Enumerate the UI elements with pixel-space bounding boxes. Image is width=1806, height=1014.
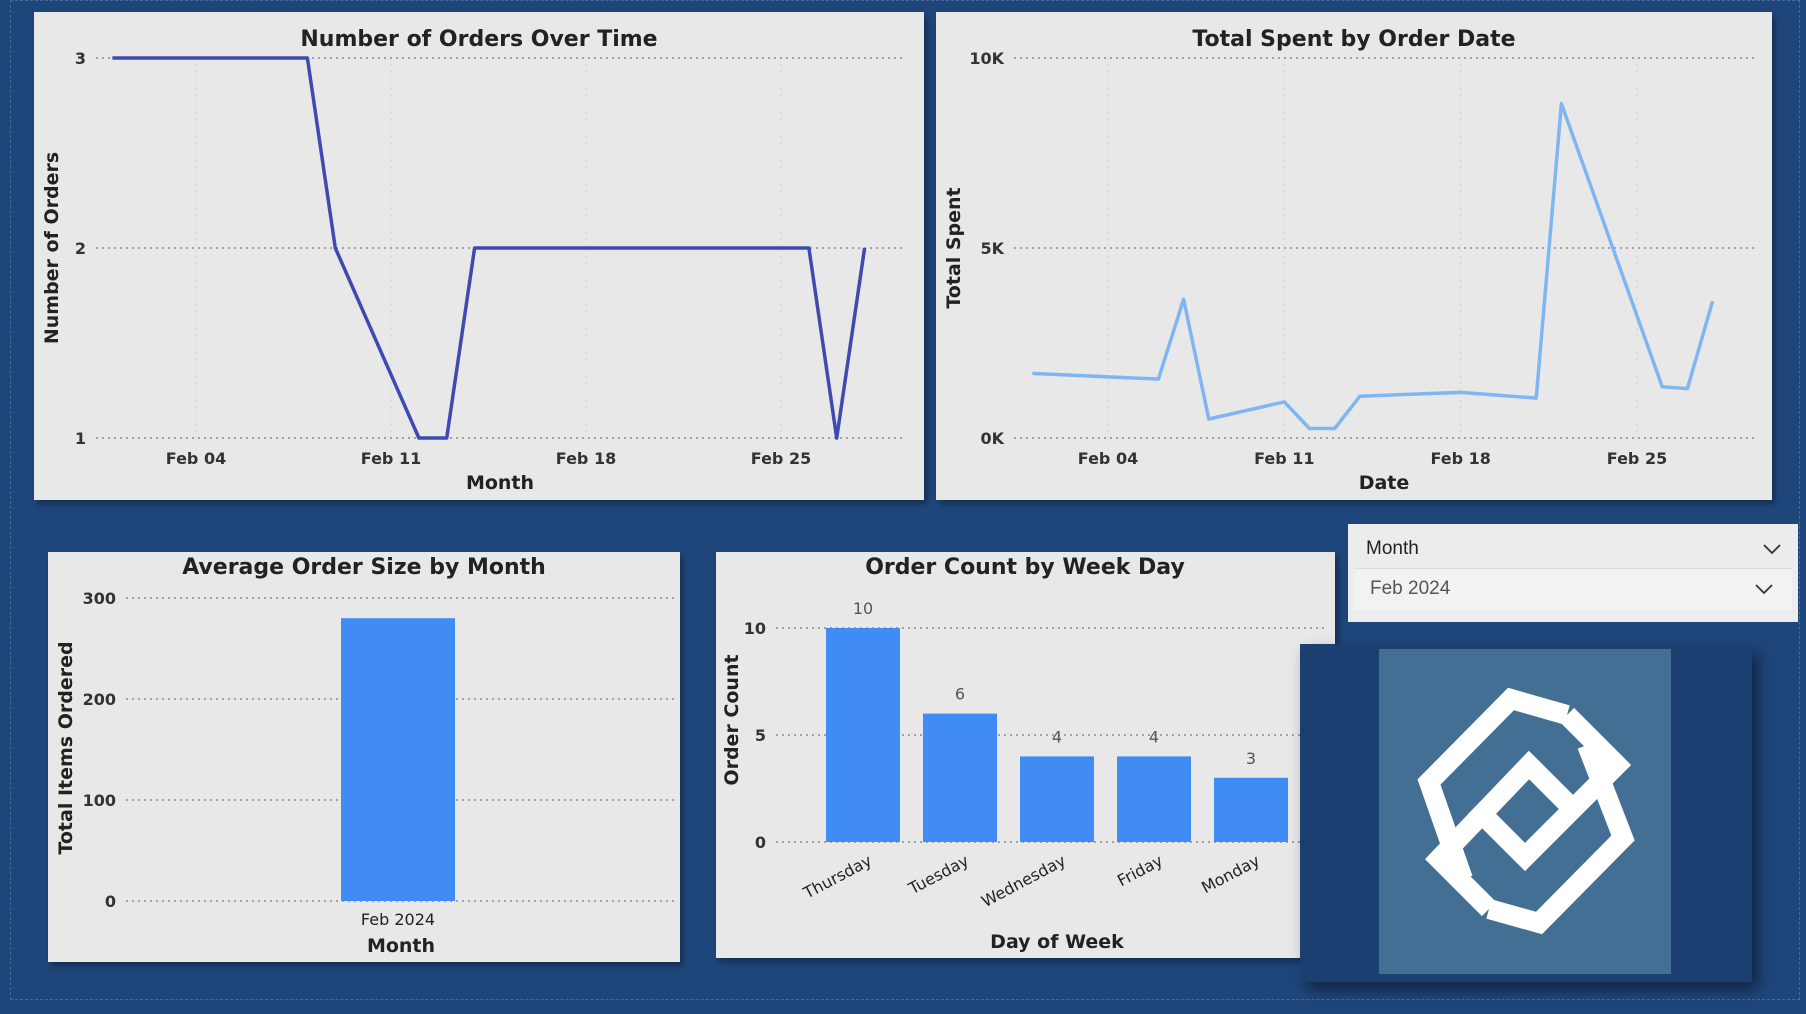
- data-label: 6: [955, 685, 965, 704]
- y-tick-label: 5: [755, 726, 766, 745]
- chart-title: Order Count by Week Day: [865, 555, 1185, 580]
- y-tick-label: 0K: [980, 429, 1004, 448]
- weekday-chart-svg: Order Count by Week Day Day of Week Orde…: [721, 555, 1326, 953]
- spent-chart-svg: Total Spent by Order Date Date Total Spe…: [943, 27, 1754, 494]
- x-tick-label: Feb 04: [1078, 449, 1138, 468]
- x-tick-label: Feb 18: [1430, 449, 1490, 468]
- x-tick-label: Feb 25: [751, 449, 811, 468]
- company-logo: [1379, 649, 1671, 974]
- x-tick-label: Feb 18: [556, 449, 616, 468]
- bar: [341, 618, 455, 901]
- series-line: [1032, 101, 1715, 431]
- y-tick-label: 0: [755, 833, 766, 852]
- series-line: [112, 56, 867, 440]
- slicer-header[interactable]: Month: [1366, 532, 1798, 566]
- x-category-label: Feb 2024: [361, 910, 435, 929]
- x-axis-label: Day of Week: [990, 931, 1124, 953]
- x-tick-label: Feb 25: [1607, 449, 1667, 468]
- x-category-label: Wednesday: [978, 851, 1069, 911]
- x-tick-label: Feb 04: [166, 449, 226, 468]
- x-axis-label: Month: [367, 935, 435, 957]
- bar: [1020, 756, 1094, 842]
- bar: [1117, 756, 1191, 842]
- x-axis-label: Month: [466, 472, 534, 494]
- report-canvas: [10, 0, 1800, 1000]
- chart-title: Average Order Size by Month: [182, 555, 546, 580]
- x-category-label: Friday: [1114, 851, 1166, 891]
- data-label: 4: [1052, 727, 1062, 746]
- y-tick-label: 300: [83, 589, 116, 608]
- y-tick-label: 5K: [980, 239, 1004, 258]
- y-tick-label: 1: [75, 429, 86, 448]
- y-tick-label: 200: [83, 690, 116, 709]
- x-axis-label: Date: [1359, 472, 1410, 494]
- y-tick-label: 2: [75, 239, 86, 258]
- average-order-size-chart[interactable]: Average Order Size by Month Month Total …: [48, 552, 680, 962]
- slicer-label: Month: [1366, 538, 1419, 559]
- data-label: 3: [1246, 749, 1256, 768]
- x-category-label: Thursday: [799, 851, 874, 903]
- chart-title: Number of Orders Over Time: [300, 27, 657, 52]
- orders-over-time-chart[interactable]: Number of Orders Over Time Month Number …: [34, 12, 924, 500]
- chart-title: Total Spent by Order Date: [1192, 27, 1515, 52]
- data-label: 10: [853, 599, 873, 618]
- x-category-label: Monday: [1198, 851, 1263, 897]
- bar: [826, 628, 900, 842]
- y-axis-label: Number of Orders: [41, 152, 63, 344]
- bar: [1214, 777, 1288, 842]
- y-axis-label: Total Spent: [943, 187, 965, 308]
- y-axis-label: Order Count: [721, 654, 743, 785]
- month-slicer[interactable]: Month Feb 2024: [1348, 524, 1798, 622]
- x-tick-label: Feb 11: [1254, 449, 1314, 468]
- total-spent-chart[interactable]: Total Spent by Order Date Date Total Spe…: [936, 12, 1772, 500]
- interlocking-squares-logo-icon: [1417, 687, 1635, 935]
- avg-chart-svg: Average Order Size by Month Month Total …: [55, 555, 676, 957]
- orders-chart-svg: Number of Orders Over Time Month Number …: [41, 27, 902, 494]
- x-category-label: Tuesday: [905, 851, 972, 899]
- order-count-weekday-chart[interactable]: Order Count by Week Day Day of Week Orde…: [716, 552, 1335, 958]
- y-axis-label: Total Items Ordered: [55, 641, 77, 854]
- y-tick-label: 0: [105, 892, 116, 911]
- bar: [923, 713, 997, 842]
- x-tick-label: Feb 11: [361, 449, 421, 468]
- chevron-down-icon[interactable]: [1754, 569, 1774, 609]
- month-dropdown-value: Feb 2024: [1370, 578, 1451, 599]
- chevron-down-icon[interactable]: [1762, 532, 1782, 566]
- y-tick-label: 100: [83, 791, 116, 810]
- month-dropdown[interactable]: Feb 2024: [1354, 568, 1792, 610]
- data-label: 4: [1149, 727, 1159, 746]
- y-tick-label: 3: [75, 49, 86, 68]
- y-tick-label: 10: [744, 619, 766, 638]
- y-tick-label: 10K: [969, 49, 1004, 68]
